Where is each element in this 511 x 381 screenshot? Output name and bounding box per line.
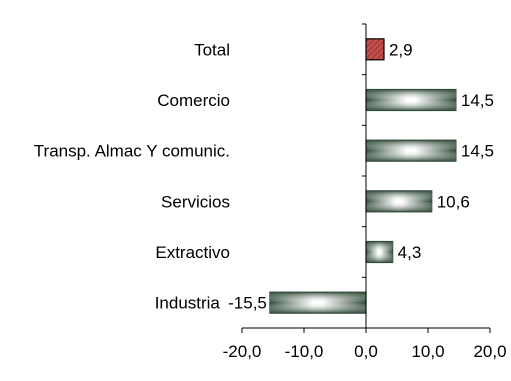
bar-shade-2	[366, 140, 456, 162]
bar-shade-1	[366, 89, 456, 111]
x-tick-label-0: -20,0	[223, 342, 262, 361]
bar-0	[365, 38, 385, 61]
category-label-4: Extractivo	[155, 243, 230, 262]
x-tick-label-1: -10,0	[285, 342, 324, 361]
x-tick-label-2: 0,0	[354, 342, 378, 361]
x-tick-label-3: 10,0	[411, 342, 444, 361]
axis-layer	[241, 23, 491, 333]
value-label-4: 4,3	[398, 243, 422, 262]
bar-shade-4	[366, 241, 393, 263]
bar-shade-3	[366, 190, 432, 212]
bar-shade-5	[269, 292, 366, 314]
value-label-2: 14,5	[461, 142, 494, 161]
category-label-2: Transp. Almac Y comunic.	[34, 142, 230, 161]
value-label-1: 14,5	[461, 91, 494, 110]
value-label-5: -15,5	[228, 294, 267, 313]
bars-layer	[269, 38, 457, 314]
value-label-3: 10,6	[437, 192, 470, 211]
category-label-0: Total	[194, 40, 230, 59]
x-tick-label-4: 20,0	[473, 342, 506, 361]
labels-layer: Total 2,9 Comercio 14,5 Transp. Almac Y comu…	[34, 40, 507, 361]
category-label-5: Industria	[155, 294, 221, 313]
value-label-0: 2,9	[389, 40, 413, 59]
category-label-3: Servicios	[161, 192, 230, 211]
category-label-1: Comercio	[157, 91, 230, 110]
